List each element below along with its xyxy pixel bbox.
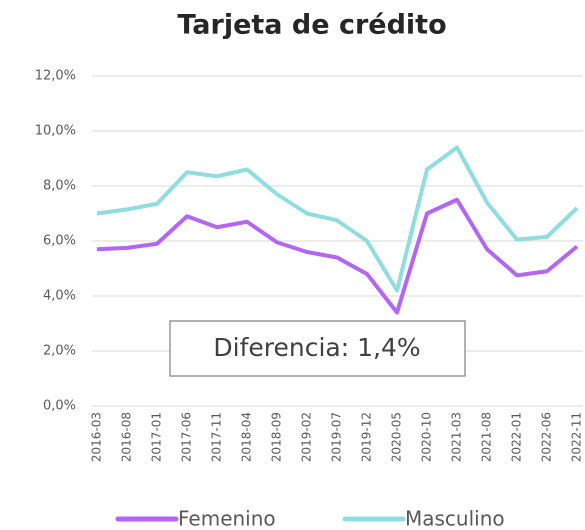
line (96, 197, 579, 315)
x-tick-label: 2021-03 (450, 412, 464, 462)
line (96, 145, 579, 293)
chart-title: Tarjeta de crédito (177, 10, 446, 41)
x-tick-label: 2018-09 (270, 412, 284, 462)
x-tick-label: 2016-08 (120, 412, 134, 462)
x-tick-label: 2020-05 (390, 412, 404, 462)
x-tick-label: 2022-06 (540, 412, 554, 462)
y-tick-label: 6,0% (43, 234, 76, 249)
y-tick-label: 8,0% (43, 179, 76, 194)
x-tick-label: 2019-02 (300, 412, 314, 462)
x-tick-label: 2022-01 (510, 412, 524, 462)
legend-label: Femenino (178, 507, 276, 530)
x-tick-label: 2018-04 (240, 412, 254, 462)
x-tick-label: 2016-03 (90, 412, 104, 462)
x-tick-label: 2021-08 (480, 412, 494, 462)
y-tick-label: 4,0% (43, 289, 76, 304)
y-tick-label: 12,0% (35, 69, 76, 84)
annotation-box (169, 320, 466, 377)
y-tick-label: 10,0% (35, 124, 76, 139)
legend-label: Masculino (405, 507, 505, 530)
x-tick-label: 2020-10 (420, 412, 434, 462)
x-tick-label: 2022-11 (570, 412, 584, 462)
x-tick-label: 2017-01 (150, 412, 164, 462)
annotation: Diferencia: 1,4% (213, 333, 420, 362)
y-tick-label: 0,0% (43, 399, 76, 414)
y-tick-label: 2,0% (43, 344, 76, 359)
x-tick-label: 2017-11 (210, 412, 224, 462)
x-tick-label: 2019-12 (360, 412, 374, 462)
x-tick-label: 2017-06 (180, 412, 194, 462)
x-tick-label: 2019-07 (330, 412, 344, 462)
